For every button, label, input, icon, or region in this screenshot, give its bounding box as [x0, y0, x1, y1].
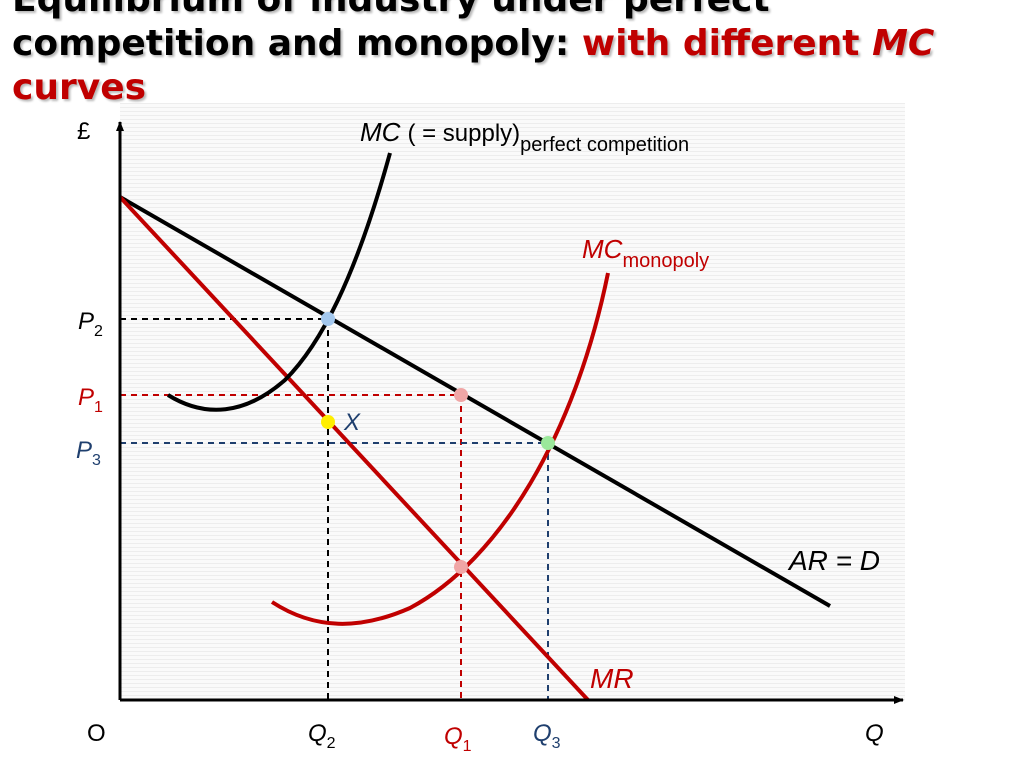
mr-curve [118, 195, 590, 702]
mc-pc-label-main: MC [360, 117, 401, 147]
p3-main: P [76, 437, 92, 464]
q3-sub: 3 [552, 735, 561, 752]
p1-main: P [78, 384, 94, 411]
mc-monopoly-label: MCmonopoly [582, 234, 709, 272]
q3-main: Q [533, 720, 552, 747]
mc-perfect-competition-curve [166, 152, 392, 412]
price-label-p2: P2 [78, 308, 103, 340]
price-label-p1: P1 [78, 384, 103, 416]
point-p1-on-demand [454, 388, 468, 402]
mc-pc-label: MC( = supply)perfect competition [360, 117, 689, 156]
ar-d-label: AR = D [787, 545, 880, 576]
mc-monopoly-label-sub: monopoly [622, 250, 709, 272]
quantity-label-q3: Q3 [533, 720, 561, 752]
p1-sub: 1 [94, 399, 103, 416]
ar-demand-curve [119, 195, 831, 608]
mc-monopoly-label-main: MC [582, 234, 623, 264]
title-highlight-prefix: with different [581, 23, 860, 64]
p2-main: P [78, 308, 94, 335]
q2-main: Q [308, 720, 327, 747]
q1-main: Q [444, 723, 463, 750]
title-main: Equilibrium of industry under perfect co… [12, 0, 770, 64]
y-axis-label: £ [77, 118, 90, 145]
title-highlight-mc: MC [872, 23, 935, 64]
origin-label: O [87, 720, 106, 747]
projection-lines [120, 318, 549, 700]
point-mc-mr-intersection [454, 560, 468, 574]
point-p3-q3 [541, 436, 555, 450]
mc-pc-label-sub: perfect competition [520, 134, 689, 156]
quantity-label-q2: Q2 [308, 720, 336, 752]
point-x-label: X [343, 409, 361, 436]
p2-sub: 2 [94, 323, 103, 340]
slide-title: Equilibrium of industry under perfect co… [12, 0, 1012, 110]
quantity-label-q1: Q1 [444, 723, 472, 755]
point-x [321, 415, 335, 429]
x-axis-label: Q [865, 720, 884, 747]
mc-pc-label-supply: ( = supply) [407, 120, 520, 147]
title-highlight-suffix: curves [12, 67, 147, 108]
mr-label: MR [590, 663, 634, 694]
p3-sub: 3 [92, 452, 101, 469]
price-label-p3: P3 [76, 437, 101, 469]
mc-monopoly-curve [270, 272, 610, 626]
point-p2-q2 [321, 312, 335, 326]
q2-sub: 2 [327, 735, 336, 752]
q1-sub: 1 [463, 738, 472, 755]
